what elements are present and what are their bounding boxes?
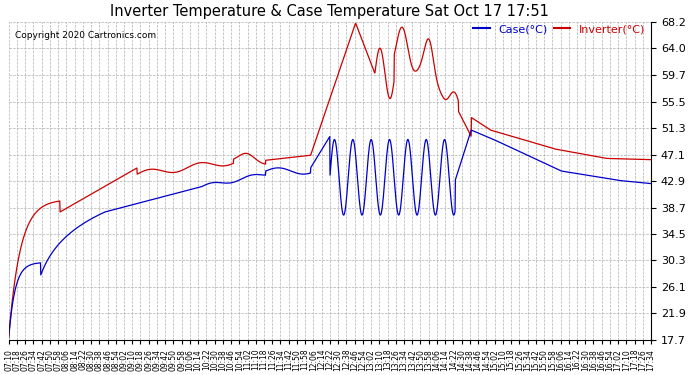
Title: Inverter Temperature & Case Temperature Sat Oct 17 17:51: Inverter Temperature & Case Temperature …: [110, 4, 549, 19]
Text: Copyright 2020 Cartronics.com: Copyright 2020 Cartronics.com: [15, 31, 156, 40]
Legend: Case(°C), Inverter(°C): Case(°C), Inverter(°C): [473, 24, 646, 34]
